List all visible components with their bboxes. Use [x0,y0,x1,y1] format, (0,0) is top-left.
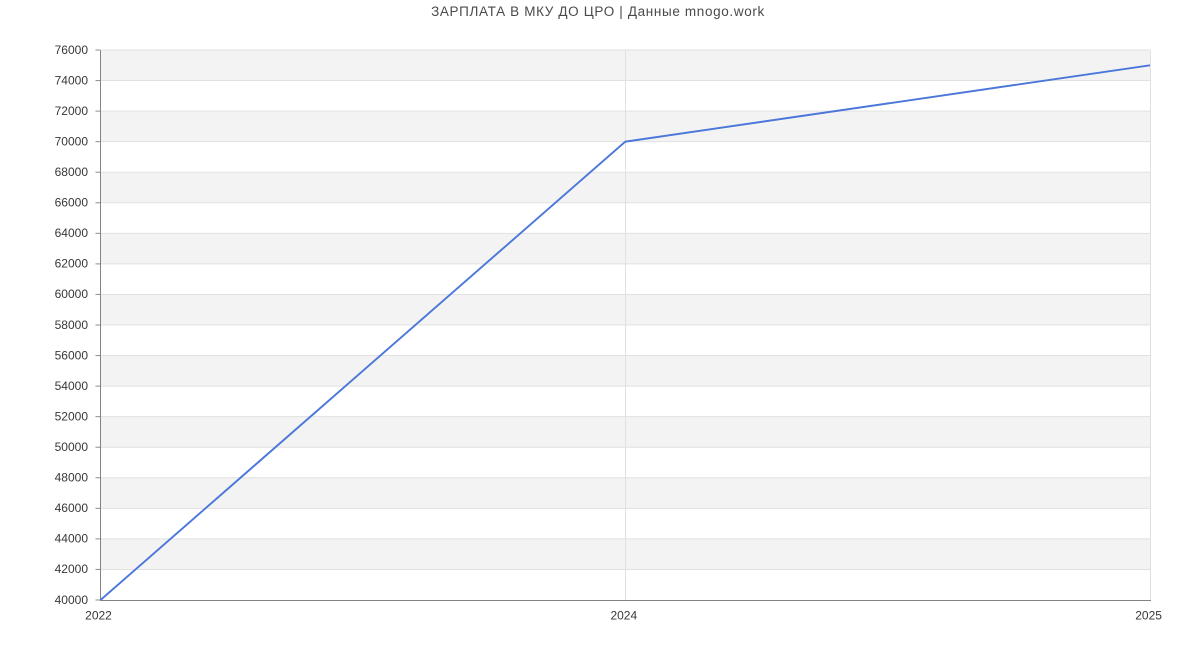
svg-text:2024: 2024 [610,609,637,623]
svg-text:40000: 40000 [55,593,89,607]
svg-text:42000: 42000 [55,562,89,576]
svg-text:60000: 60000 [55,287,89,301]
svg-text:52000: 52000 [55,409,89,423]
svg-text:46000: 46000 [55,501,89,515]
svg-text:62000: 62000 [55,257,89,271]
svg-text:76000: 76000 [55,43,89,57]
svg-text:50000: 50000 [55,440,89,454]
svg-text:54000: 54000 [55,379,89,393]
svg-text:72000: 72000 [55,104,89,118]
svg-text:64000: 64000 [55,226,89,240]
svg-text:70000: 70000 [55,134,89,148]
svg-text:48000: 48000 [55,471,89,485]
svg-text:44000: 44000 [55,532,89,546]
svg-text:66000: 66000 [55,196,89,210]
svg-text:2025: 2025 [1135,609,1162,623]
svg-text:68000: 68000 [55,165,89,179]
svg-text:56000: 56000 [55,348,89,362]
svg-text:58000: 58000 [55,318,89,332]
svg-text:ЗАРПЛАТА В МКУ ДО ЦРО | Данные: ЗАРПЛАТА В МКУ ДО ЦРО | Данные mnogo.wor… [431,4,765,19]
svg-text:2022: 2022 [85,609,112,623]
svg-text:74000: 74000 [55,73,89,87]
